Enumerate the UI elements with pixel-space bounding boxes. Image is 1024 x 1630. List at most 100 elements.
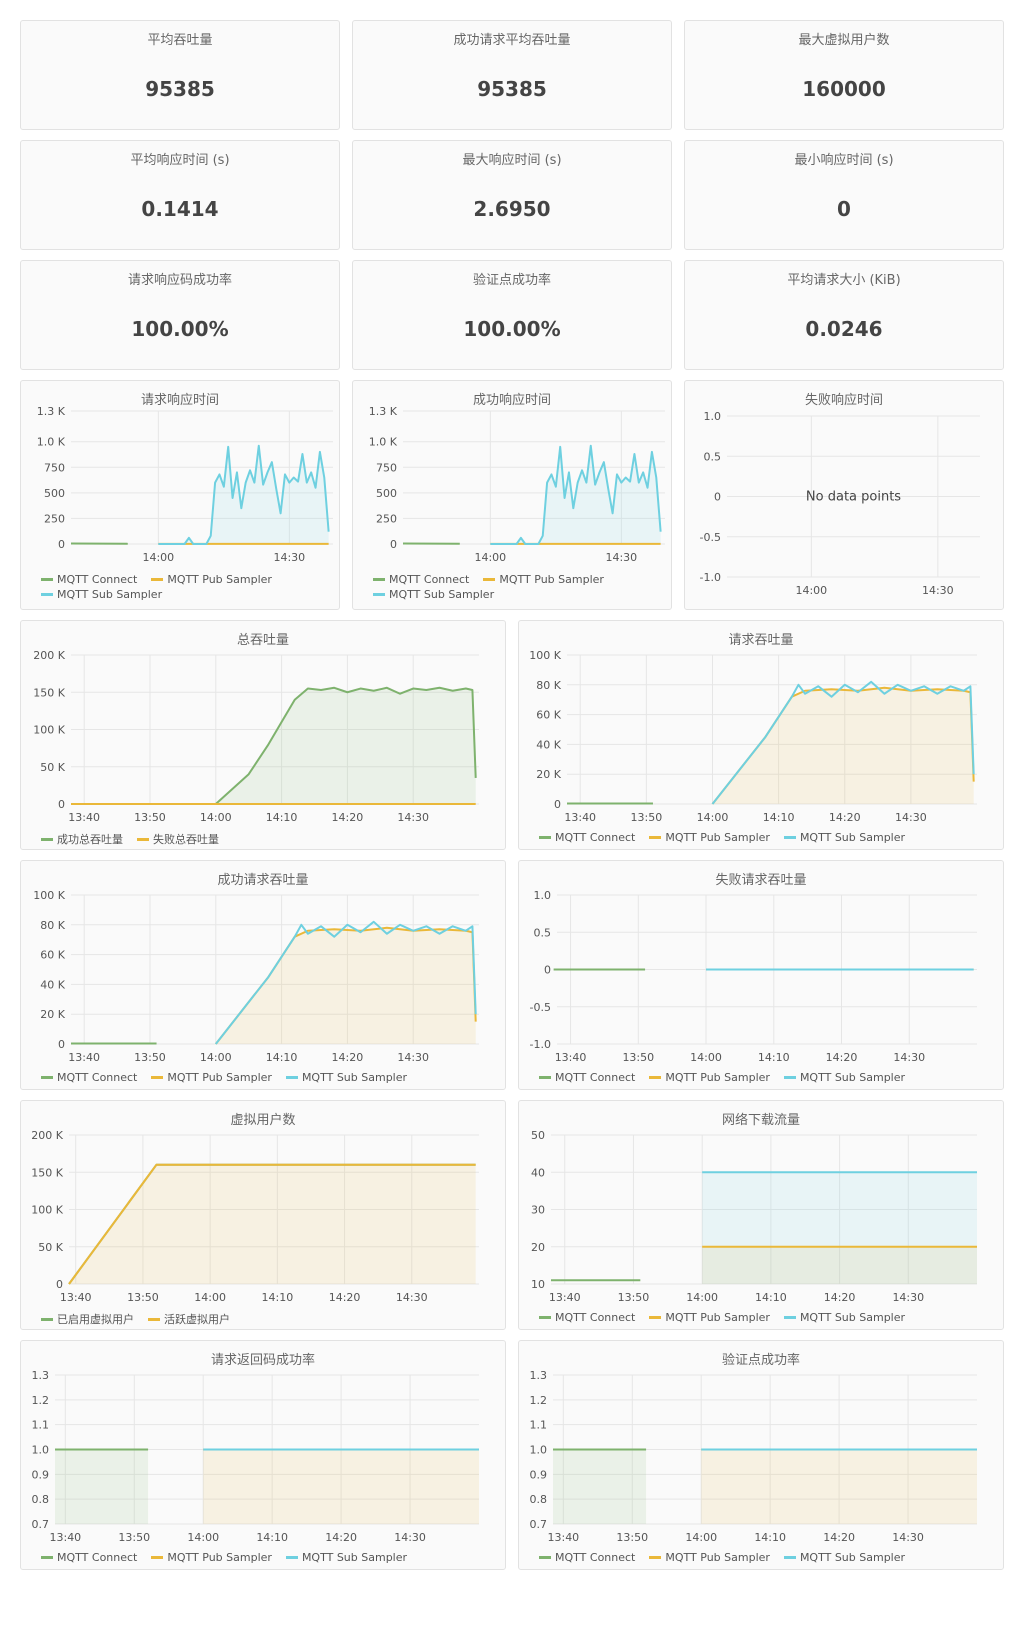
legend-label: MQTT Connect (389, 573, 470, 586)
x-tick-label: 14:30 (895, 811, 927, 824)
chart-panel-response-code-success-rate: 请求返回码成功率 0.7 0.8 0.9 1.0 1.1 1.2 1.3 13:40 13:50… (20, 1340, 506, 1570)
legend-item[interactable]: MQTT Sub Sampler (783, 1071, 905, 1084)
x-tick-label: 14:00 (474, 551, 506, 564)
legend-swatch (649, 1316, 662, 1319)
y-tick-label: 60 K (536, 709, 561, 722)
y-tick-label: 0 (56, 1278, 63, 1291)
y-tick-label: 0.5 (704, 450, 722, 463)
legend-item[interactable]: MQTT Connect (41, 573, 137, 586)
y-tick-label: 1.0 (32, 1444, 50, 1457)
legend-item[interactable]: MQTT Pub Sampler (483, 573, 604, 586)
y-tick-label: 200 K (33, 649, 65, 662)
panel-title: 总吞吐量 (236, 633, 289, 648)
y-tick-label: -1.0 (700, 571, 721, 584)
chart-legend: MQTT Connect MQTT Pub Sampler MQTT Sub Sam… (41, 1551, 501, 1564)
series-area-mqtt-connect (553, 1449, 647, 1524)
legend-item[interactable]: MQTT Connect (539, 1071, 635, 1084)
series-area-mqtt-connect (55, 1449, 149, 1524)
y-tick-label: -0.5 (700, 531, 721, 544)
legend-swatch (41, 1076, 53, 1079)
stat-panel-avg-request-size: 平均请求大小 (KiB) 0.0246 (684, 260, 1004, 370)
legend-item[interactable]: MQTT Pub Sampler (151, 1551, 272, 1564)
series-area-mqtt-pub-sampler (712, 687, 974, 804)
panel-title: 网络下载流量 (721, 1113, 800, 1128)
legend-item[interactable]: MQTT Sub Sampler (285, 1551, 407, 1564)
y-tick-label: 500 (376, 487, 397, 500)
legend-item[interactable]: MQTT Pub Sampler (649, 1071, 770, 1084)
y-tick-label: 1.3 K (37, 405, 66, 418)
legend-label: MQTT Sub Sampler (57, 588, 163, 601)
legend-label: MQTT Sub Sampler (799, 1311, 906, 1324)
y-tick-label: 1.0 (530, 1444, 548, 1457)
y-tick-label: 1.3 (32, 1369, 50, 1382)
chart-svg: 10 20 30 40 50 13:40 13:50 14:00 14:10 14:20 14:30 (531, 1129, 977, 1304)
x-tick-label: 13:40 (49, 1531, 81, 1544)
x-tick-label: 14:10 (256, 1531, 288, 1544)
legend-label: MQTT Sub Sampler (799, 831, 906, 844)
panel-title: 请求响应时间 (140, 393, 219, 408)
chart-legend: MQTT Connect MQTT Pub Sampler MQTT Sub Sam… (373, 573, 668, 601)
y-tick-label: 250 (376, 512, 397, 525)
legend-item[interactable]: 成功总吞吐量 (41, 831, 123, 847)
y-tick-label: 200 K (31, 1129, 63, 1142)
legend-item[interactable]: MQTT Connect (41, 1551, 137, 1564)
y-tick-label: 0 (714, 491, 721, 504)
y-tick-label: 50 K (40, 761, 65, 774)
legend-item[interactable]: MQTT Connect (41, 1071, 137, 1084)
legend-item[interactable]: MQTT Sub Sampler (783, 1311, 906, 1324)
legend-label: MQTT Pub Sampler (665, 1311, 770, 1324)
legend-item[interactable]: MQTT Pub Sampler (649, 1311, 770, 1324)
stat-panel-success-avg-throughput: 成功请求平均吞吐量 95385 (352, 20, 672, 130)
legend-swatch (41, 1556, 53, 1559)
y-tick-label: 0 (58, 798, 65, 811)
legend-item[interactable]: MQTT Connect (373, 573, 469, 586)
legend-item[interactable]: 已启用虚拟用户 (41, 1311, 134, 1327)
chart-svg: 0 50 K 100 K 150 K 200 K 13:40 13:50 14:00 14:10… (33, 649, 479, 824)
x-tick-label: 14:30 (396, 1291, 428, 1304)
y-tick-label: 60 K (40, 949, 65, 962)
stat-panel-max-vusers: 最大虚拟用户数 160000 (684, 20, 1004, 130)
y-tick-label: 750 (44, 461, 65, 474)
legend-item[interactable]: MQTT Sub Sampler (783, 831, 906, 844)
panel-title: 失败请求吞吐量 (715, 873, 807, 888)
y-tick-label: 100 K (31, 1204, 63, 1217)
legend-item[interactable]: MQTT Connect (539, 1311, 635, 1324)
chart-panel-request-throughput: 请求吞吐量 0 20 K 40 K 60 K 80 K 100 K 13:40 13:50 14… (518, 620, 1004, 850)
y-tick-label: 1.1 (530, 1419, 548, 1432)
x-tick-label: 14:00 (690, 1051, 722, 1064)
legend-item[interactable]: MQTT Pub Sampler (649, 1551, 770, 1564)
panel-title: 成功请求平均吞吐量 (453, 33, 571, 48)
y-tick-label: 50 (531, 1129, 545, 1142)
legend-item[interactable]: MQTT Sub Sampler (41, 588, 162, 601)
panel-title: 最大响应时间 (s) (462, 153, 562, 168)
legend-item[interactable]: MQTT Sub Sampler (285, 1071, 407, 1084)
legend-item[interactable]: MQTT Sub Sampler (373, 588, 494, 601)
legend-label: MQTT Pub Sampler (499, 573, 604, 586)
legend-item[interactable]: 失败总吞吐量 (137, 831, 219, 847)
x-tick-label: 14:20 (325, 1531, 357, 1544)
legend-item[interactable]: MQTT Connect (539, 831, 635, 844)
legend-item[interactable]: MQTT Pub Sampler (649, 831, 770, 844)
x-tick-label: 13:50 (631, 811, 663, 824)
chart-panel-success-response-time: 成功响应时间 0 250 500 750 1.0 K 1.3 K 14:00 14:30 MQ… (352, 380, 672, 610)
legend-item[interactable]: 活跃虚拟用户 (148, 1311, 230, 1327)
chart-svg: 0.7 0.8 0.9 1.0 1.1 1.2 1.3 13:40 13:50 14:00 14:1… (32, 1369, 479, 1544)
legend-item[interactable]: MQTT Pub Sampler (151, 1071, 272, 1084)
y-tick-label: 0 (554, 798, 561, 811)
x-tick-label: 13:50 (618, 1291, 650, 1304)
x-tick-label: 14:10 (755, 1291, 787, 1304)
x-tick-label: 14:30 (893, 1051, 925, 1064)
x-tick-label: 13:50 (134, 811, 166, 824)
y-tick-label: -1.0 (530, 1038, 551, 1051)
legend-item[interactable]: MQTT Connect (539, 1551, 635, 1564)
chart-legend: MQTT Connect MQTT Pub Sampler MQTT Sub Sam… (539, 1071, 999, 1084)
legend-item[interactable]: MQTT Pub Sampler (151, 573, 272, 586)
series-area-mqtt-pub-sampler (215, 927, 476, 1044)
legend-item[interactable]: MQTT Sub Sampler (783, 1551, 906, 1564)
legend-swatch (151, 1556, 164, 1559)
legend-swatch (783, 1556, 796, 1559)
legend-swatch (649, 1076, 662, 1079)
legend-label: MQTT Sub Sampler (799, 1551, 906, 1564)
chart-legend: MQTT Connect MQTT Pub Sampler MQTT Sub Sam… (539, 1311, 999, 1324)
y-tick-label: 80 K (536, 679, 561, 692)
